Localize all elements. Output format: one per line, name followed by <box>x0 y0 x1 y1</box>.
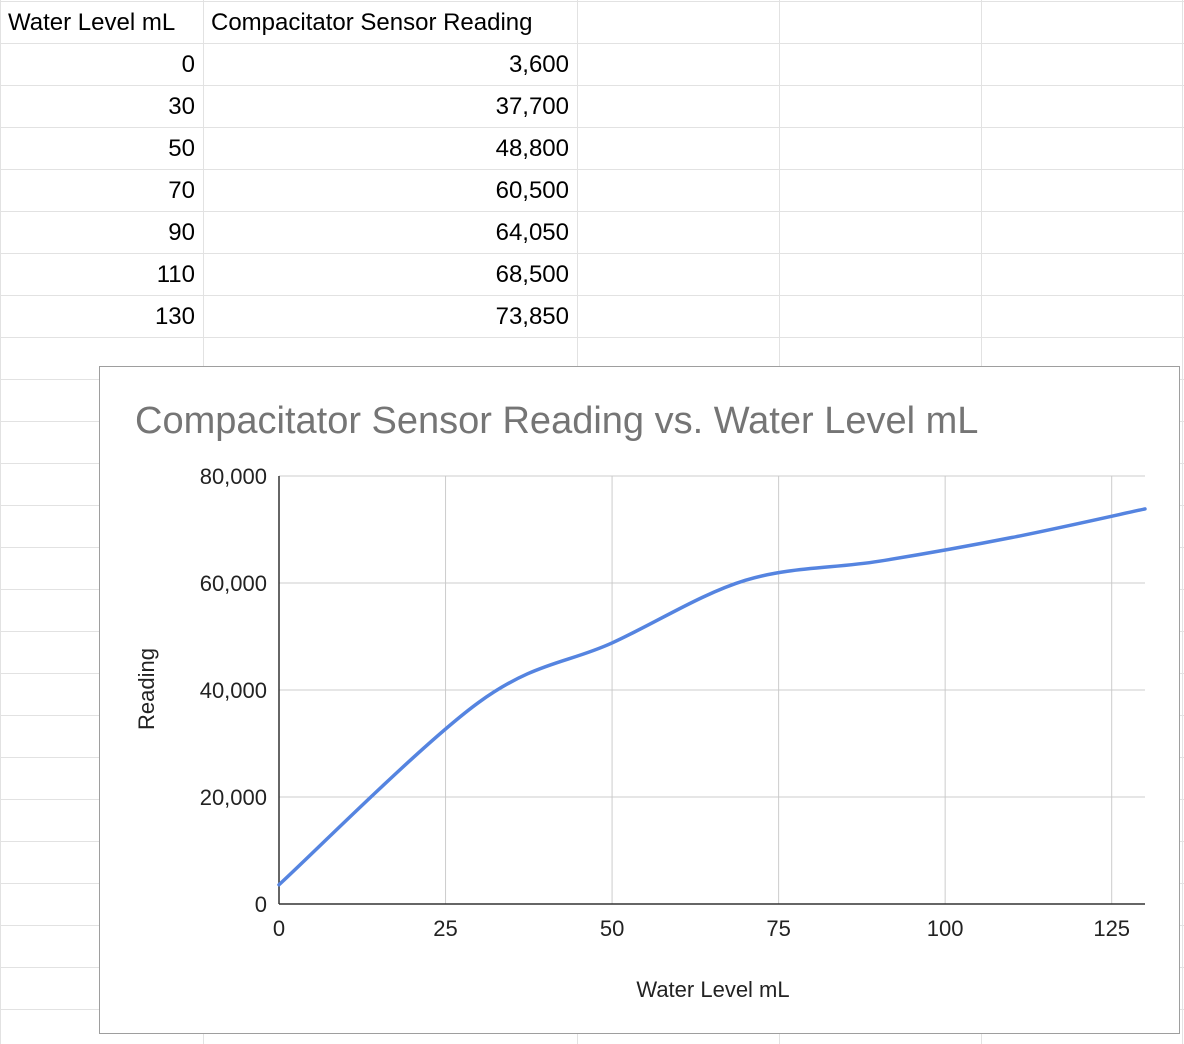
series-layer <box>277 507 1147 887</box>
y-tick-label: 20,000 <box>200 785 267 810</box>
row-gridline <box>0 85 1184 86</box>
cell-sensor-reading[interactable]: 68,500 <box>495 261 569 288</box>
chart-title: Compacitator Sensor Reading vs. Water Le… <box>135 400 978 442</box>
y-tick-label: 60,000 <box>200 571 267 596</box>
cell-sensor-reading[interactable]: 3,600 <box>508 51 569 78</box>
cell-water-level[interactable]: 110 <box>156 261 195 288</box>
x-tick-label: 50 <box>600 916 624 941</box>
y-tick-label: 80,000 <box>200 464 267 489</box>
row-gridline <box>0 169 1184 170</box>
cell-water-level[interactable]: 70 <box>168 177 195 204</box>
column-header-water-level[interactable]: Water Level mL <box>8 9 176 36</box>
cell-sensor-reading[interactable]: 60,500 <box>495 177 569 204</box>
line-chart: 0 20,000 40,000 60,000 80,000 0 25 50 75 100 125 C… <box>134 400 1147 1002</box>
axes <box>278 476 1145 905</box>
cell-water-level[interactable]: 30 <box>168 93 195 120</box>
cell-water-level[interactable]: 130 <box>154 303 195 330</box>
row-gridline <box>0 1 1184 2</box>
cell-sensor-reading[interactable]: 73,850 <box>495 303 569 330</box>
x-tick-label: 75 <box>766 916 790 941</box>
column-gridline <box>1182 0 1183 1044</box>
cell-sensor-reading[interactable]: 37,700 <box>495 93 569 120</box>
cell-water-level[interactable]: 50 <box>168 135 195 162</box>
y-axis-title: Reading <box>134 648 159 730</box>
row-gridline <box>0 295 1184 296</box>
y-tick-label: 40,000 <box>200 678 267 703</box>
cell-sensor-reading[interactable]: 48,800 <box>495 135 569 162</box>
row-gridline <box>0 211 1184 212</box>
cell-sensor-reading[interactable]: 64,050 <box>495 219 569 246</box>
x-tick-label: 125 <box>1093 916 1130 941</box>
row-gridline <box>0 43 1184 44</box>
tick-labels: 0 20,000 40,000 60,000 80,000 0 25 50 75 100 125 <box>200 464 1130 941</box>
chart-container[interactable]: 0 20,000 40,000 60,000 80,000 0 25 50 75 100 125 C… <box>99 366 1180 1034</box>
row-gridline <box>0 337 1184 338</box>
column-gridline <box>0 0 1 1044</box>
x-tick-label: 25 <box>433 916 457 941</box>
x-tick-label: 100 <box>927 916 964 941</box>
cell-water-level[interactable]: 0 <box>181 51 195 78</box>
cell-water-level[interactable]: 90 <box>168 219 195 246</box>
x-tick-label: 0 <box>273 916 285 941</box>
gridlines <box>278 475 1145 905</box>
row-gridline <box>0 127 1184 128</box>
row-gridline <box>0 253 1184 254</box>
x-axis-title: Water Level mL <box>636 977 789 1002</box>
y-tick-label: 0 <box>255 892 267 917</box>
column-header-sensor-reading[interactable]: Compacitator Sensor Reading <box>211 9 533 36</box>
series-line <box>277 507 1147 887</box>
